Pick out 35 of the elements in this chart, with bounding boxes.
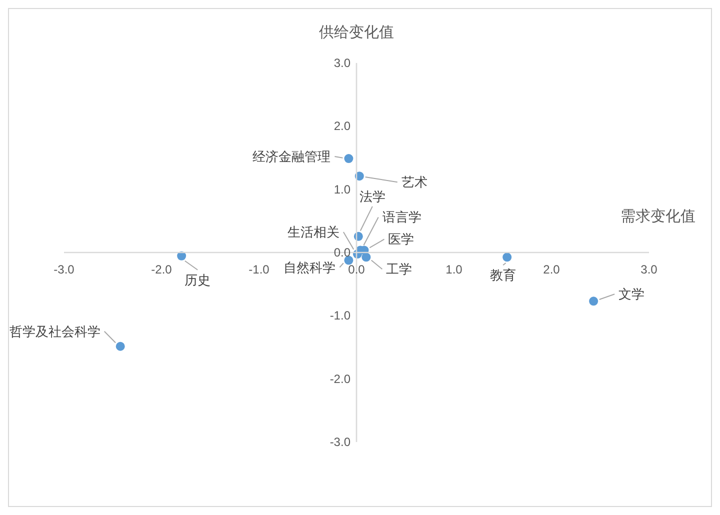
point (589, 296, 598, 306)
point (362, 252, 371, 262)
data-label: 文学 (618, 286, 645, 302)
point (344, 154, 354, 164)
data-label: 教育 (490, 268, 516, 283)
point (177, 251, 186, 260)
x-tick-label: -1.0 (248, 262, 270, 276)
data-label: 医学 (388, 232, 414, 247)
x-tick-label: 0.0 (348, 262, 366, 276)
y-tick-label: 0.0 (334, 246, 351, 260)
x-tick-label: 3.0 (640, 262, 658, 276)
y-axis-title: 供给变化值 (318, 23, 395, 42)
y-tick-label: -3.0 (330, 435, 351, 449)
data-label: 法学 (359, 188, 386, 204)
data-label: 语言学 (382, 210, 422, 225)
data-label: 哲学及社会科学 (9, 324, 100, 339)
data-label: 历史 (184, 272, 211, 288)
data-label: 经济金融管理 (252, 149, 331, 164)
x-tick-label: -3.0 (54, 262, 75, 276)
x-tick-label: -2.0 (151, 262, 172, 276)
x-axis-title: 需求变化值 (620, 206, 696, 226)
data-label: 工学 (386, 262, 412, 277)
data-label: 艺术 (401, 174, 428, 190)
y-tick-label: 1.0 (334, 182, 351, 196)
x-tick-label: 1.0 (446, 262, 463, 276)
data-label: 自然科学 (284, 260, 336, 275)
y-tick-label: 2.0 (334, 119, 351, 134)
y-tick-label: -1.0 (330, 308, 351, 323)
point (116, 342, 125, 351)
x-tick-label: 2.0 (543, 262, 560, 276)
point (344, 256, 354, 265)
y-tick-label: 3.0 (334, 56, 351, 70)
data-label: 生活相关 (287, 224, 340, 240)
y-tick-label: -2.0 (330, 372, 351, 386)
point (502, 252, 512, 262)
